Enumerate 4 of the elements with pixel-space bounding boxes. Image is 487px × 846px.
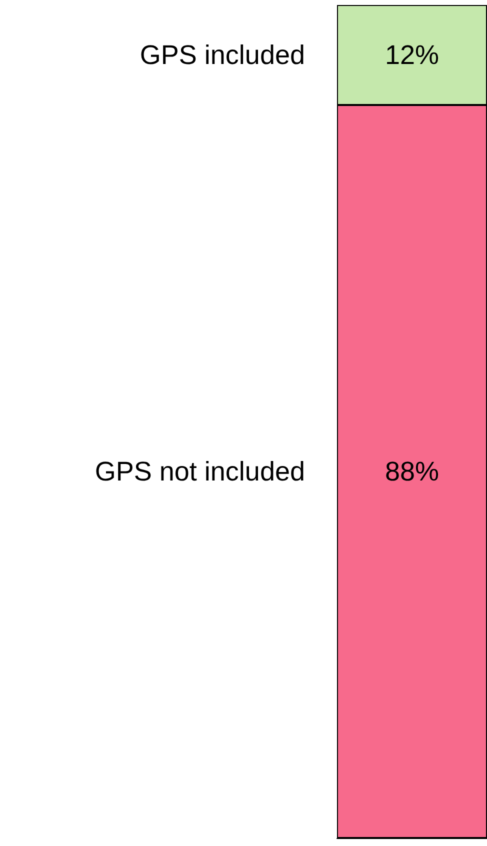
- series-label: GPS included: [140, 40, 305, 70]
- data-label: 88%: [384, 456, 440, 486]
- data-label: 12%: [384, 40, 440, 70]
- series-label: GPS not included: [94, 456, 305, 486]
